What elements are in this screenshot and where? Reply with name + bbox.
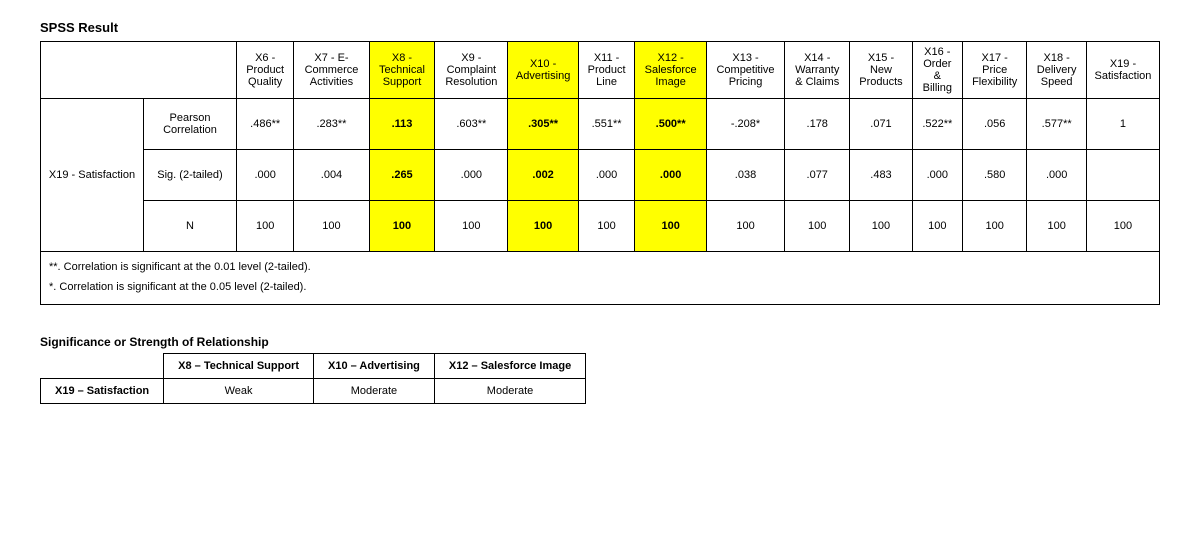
correlation-table: X6 - Product QualityX7 - E-Commerce Acti… [40, 41, 1160, 252]
cell: 100 [1027, 201, 1087, 252]
footnote-line: **. Correlation is significant at the 0.… [49, 258, 1151, 278]
cell: 100 [1086, 201, 1159, 252]
col-header: X19 - Satisfaction [1086, 42, 1159, 99]
cell: .004 [294, 150, 369, 201]
cell: 1 [1086, 99, 1159, 150]
col-header: X15 - New Products [850, 42, 912, 99]
cell: .178 [785, 99, 850, 150]
strength-corner [41, 353, 164, 378]
cell: .000 [435, 150, 508, 201]
cell: .486** [237, 99, 294, 150]
strength-col-header: X12 – Salesforce Image [434, 353, 585, 378]
cell: 100 [237, 201, 294, 252]
col-header: X7 - E-Commerce Activities [294, 42, 369, 99]
cell: .071 [850, 99, 912, 150]
strength-col-header: X10 – Advertising [313, 353, 434, 378]
cell: 100 [912, 201, 962, 252]
data-row: Sig. (2-tailed).000.004.265.000.002.000.… [41, 150, 1160, 201]
cell: .577** [1027, 99, 1087, 150]
col-header: X8 - Technical Support [369, 42, 435, 99]
cell: .305** [508, 99, 578, 150]
col-header: X14 - Warranty & Claims [785, 42, 850, 99]
col-header: X12 - Salesforce Image [635, 42, 707, 99]
cell: .603** [435, 99, 508, 150]
col-header: X13 - Competitive Pricing [706, 42, 784, 99]
footnote-line: *. Correlation is significant at the 0.0… [49, 278, 1151, 298]
cell: .077 [785, 150, 850, 201]
strength-table: X8 – Technical SupportX10 – AdvertisingX… [40, 353, 586, 404]
cell: .283** [294, 99, 369, 150]
strength-cell: Weak [164, 378, 314, 403]
cell: .000 [912, 150, 962, 201]
col-header: X9 - Complaint Resolution [435, 42, 508, 99]
strength-header-row: X8 – Technical SupportX10 – AdvertisingX… [41, 353, 586, 378]
header-blank [41, 42, 237, 99]
row-label: N [144, 201, 237, 252]
col-header: X17 - Price Flexibility [963, 42, 1027, 99]
strength-col-header: X8 – Technical Support [164, 353, 314, 378]
strength-row-label: X19 – Satisfaction [41, 378, 164, 403]
strength-title: Significance or Strength of Relationship [40, 335, 1160, 349]
strength-data-row: X19 – Satisfaction WeakModerateModerate [41, 378, 586, 403]
cell: .522** [912, 99, 962, 150]
cell: 100 [785, 201, 850, 252]
strength-cell: Moderate [434, 378, 585, 403]
cell: 100 [294, 201, 369, 252]
cell: .002 [508, 150, 578, 201]
column-header-row: X6 - Product QualityX7 - E-Commerce Acti… [41, 42, 1160, 99]
cell: .000 [1027, 150, 1087, 201]
cell: .038 [706, 150, 784, 201]
spss-result-title: SPSS Result [40, 20, 1160, 35]
cell: .483 [850, 150, 912, 201]
cell: .000 [237, 150, 294, 201]
col-header: X16 - Order & Billing [912, 42, 962, 99]
strength-cell: Moderate [313, 378, 434, 403]
col-header: X11 - Product Line [578, 42, 634, 99]
row-label: Sig. (2-tailed) [144, 150, 237, 201]
cell: 100 [706, 201, 784, 252]
cell: 100 [508, 201, 578, 252]
cell: -.208* [706, 99, 784, 150]
col-header: X18 - Delivery Speed [1027, 42, 1087, 99]
cell: .500** [635, 99, 707, 150]
cell [1086, 150, 1159, 201]
cell: .113 [369, 99, 435, 150]
cell: .551** [578, 99, 634, 150]
correlation-body: X19 - SatisfactionPearson Correlation.48… [41, 99, 1160, 252]
cell: 100 [435, 201, 508, 252]
col-header: X6 - Product Quality [237, 42, 294, 99]
cell: 100 [963, 201, 1027, 252]
cell: 100 [850, 201, 912, 252]
cell: 100 [369, 201, 435, 252]
data-row: X19 - SatisfactionPearson Correlation.48… [41, 99, 1160, 150]
footnotes: **. Correlation is significant at the 0.… [40, 252, 1160, 305]
data-row: N100100100100100100100100100100100100100… [41, 201, 1160, 252]
col-header: X10 - Advertising [508, 42, 578, 99]
row-label: Pearson Correlation [144, 99, 237, 150]
row-group-header: X19 - Satisfaction [41, 99, 144, 252]
cell: .000 [635, 150, 707, 201]
cell: 100 [578, 201, 634, 252]
cell: .000 [578, 150, 634, 201]
cell: .265 [369, 150, 435, 201]
cell: .580 [963, 150, 1027, 201]
cell: .056 [963, 99, 1027, 150]
cell: 100 [635, 201, 707, 252]
